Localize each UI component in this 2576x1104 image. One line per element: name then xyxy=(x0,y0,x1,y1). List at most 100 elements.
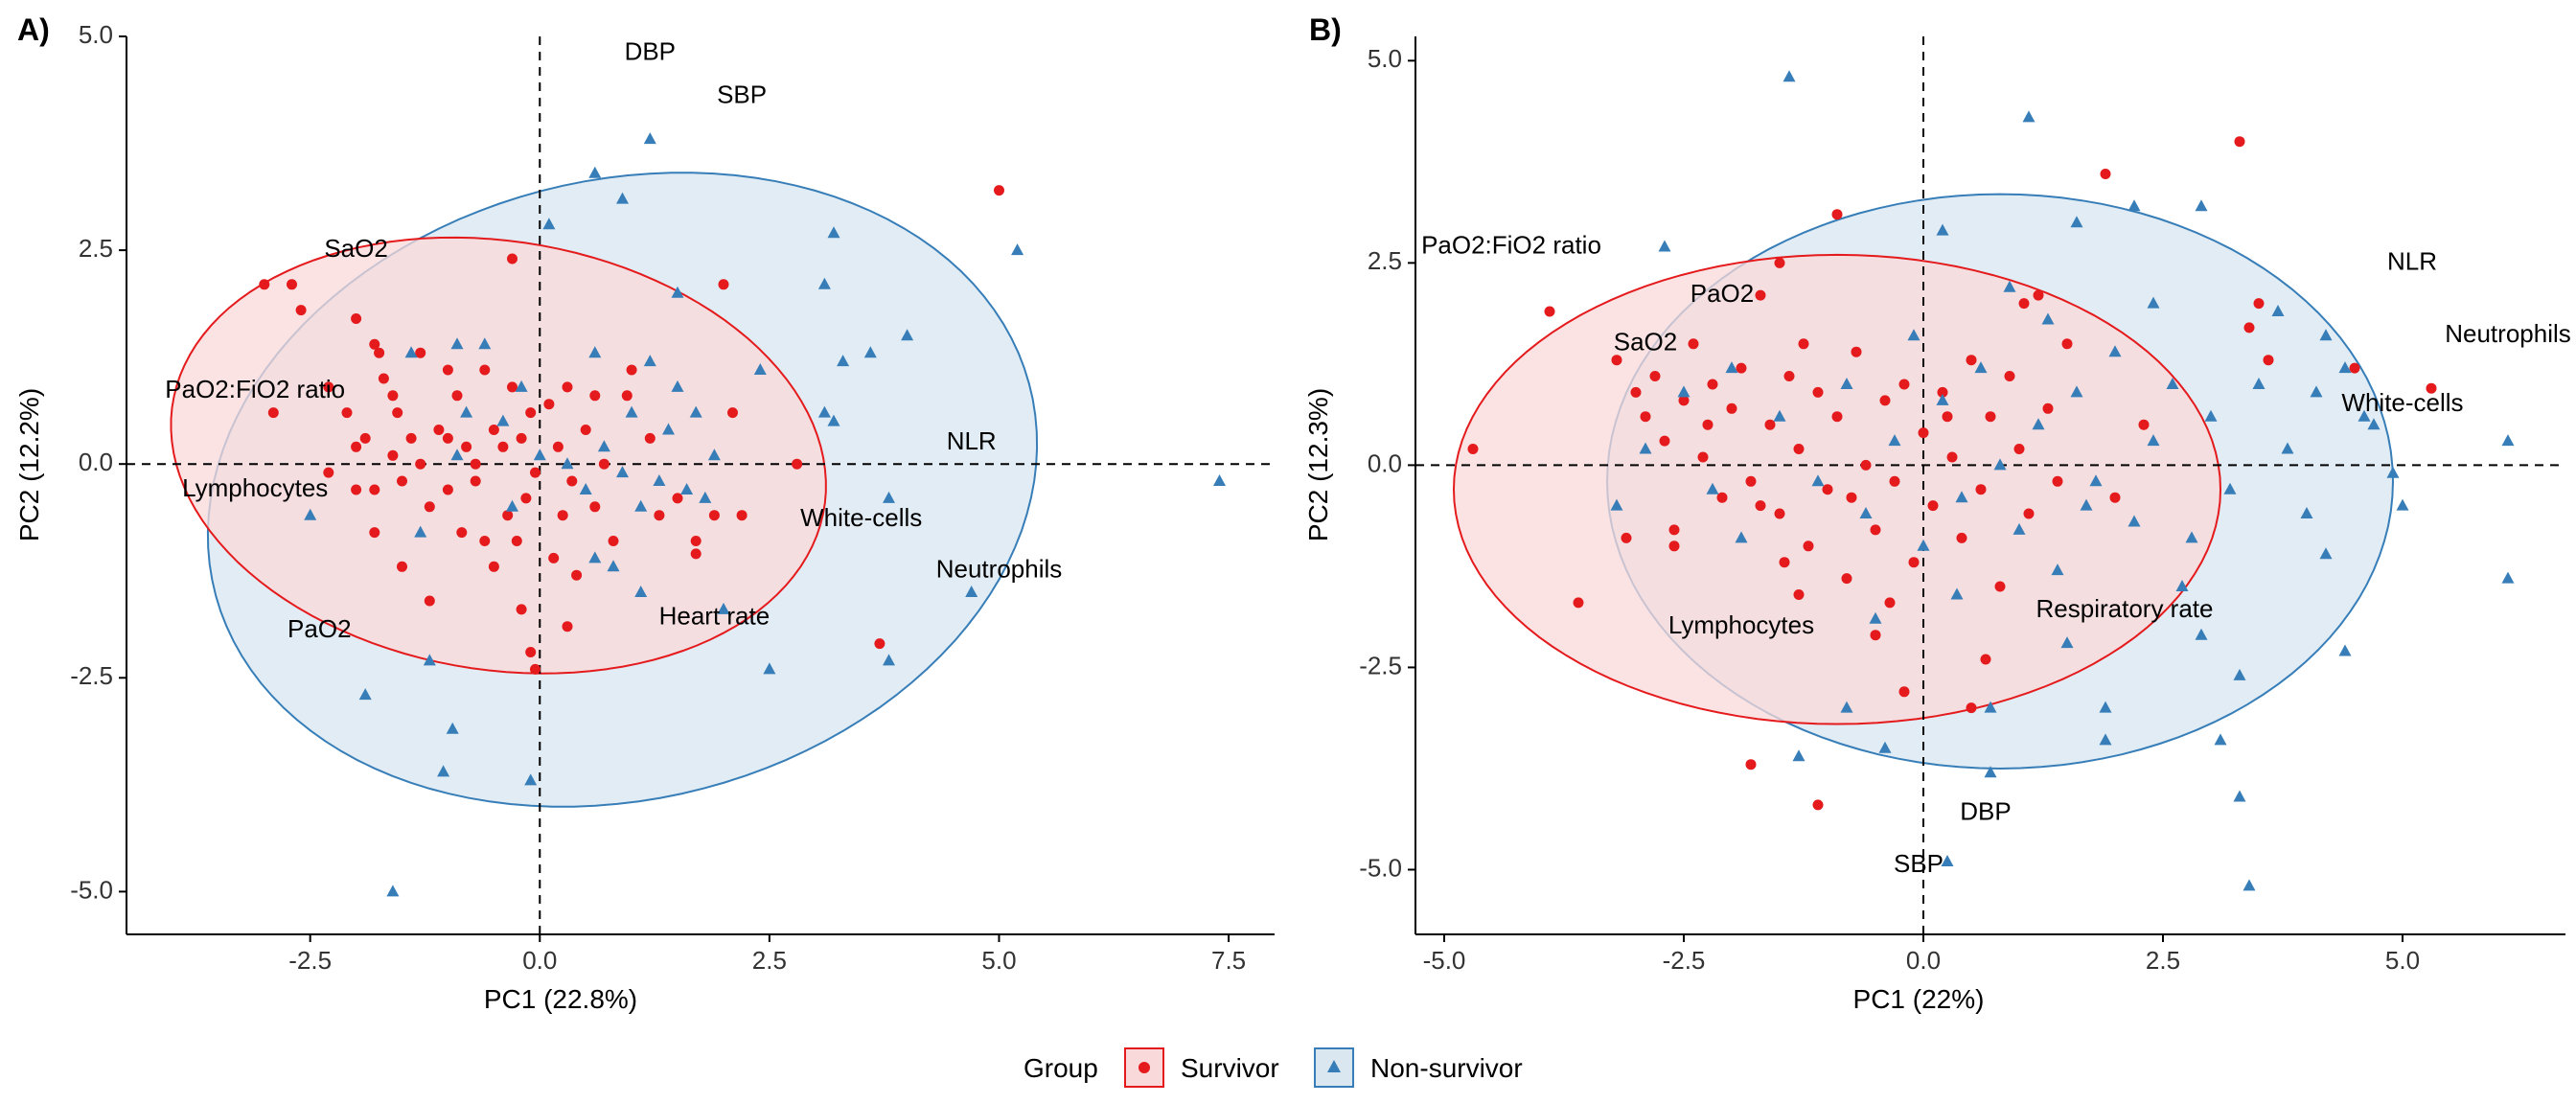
survivor-point xyxy=(1831,209,1843,220)
survivor-point xyxy=(451,390,463,402)
axes: -5.0 -2.5 0.0 2.5 5.0 -5.0 -2.5 0.0 2.5 5.0 xyxy=(1359,36,2565,975)
non-survivor-point xyxy=(414,525,427,538)
non-survivor-point xyxy=(437,765,450,777)
non-survivor-point xyxy=(2501,434,2515,447)
non-survivor-point xyxy=(542,218,556,230)
survivor-point xyxy=(2234,136,2245,148)
survivor-point xyxy=(267,407,279,419)
non-survivor-point xyxy=(883,491,895,503)
x-tick-label: 5.0 xyxy=(981,946,1016,975)
non-survivor-point xyxy=(2128,515,2141,527)
survivor-point xyxy=(589,390,601,402)
survivor-point xyxy=(369,484,380,495)
non-survivor-point xyxy=(2041,312,2055,325)
survivor-point xyxy=(470,458,481,470)
survivor-point xyxy=(552,441,564,452)
survivor-point xyxy=(736,510,748,521)
non-survivor-point xyxy=(2099,733,2112,746)
non-survivor-point xyxy=(837,355,850,367)
variable-label: NLR xyxy=(2387,246,2437,275)
non-survivor-point xyxy=(2338,361,2352,374)
non-survivor-point xyxy=(689,405,702,418)
survivor-point xyxy=(1697,451,1709,463)
non-survivor-point xyxy=(653,474,666,486)
survivor-point xyxy=(497,441,509,452)
y-tick-label: -5.0 xyxy=(70,875,113,904)
non-survivor-point xyxy=(634,499,648,512)
non-survivor-point xyxy=(524,773,538,786)
non-survivor-point xyxy=(1869,611,1882,624)
survivor-point xyxy=(415,458,426,470)
legend-item-survivor: Survivor xyxy=(1124,1047,1279,1088)
survivor-point xyxy=(1736,362,1747,374)
x-tick-label: -2.5 xyxy=(288,946,332,975)
non-survivor-point xyxy=(643,132,656,145)
survivor-point xyxy=(516,604,527,615)
survivor-point xyxy=(374,347,385,358)
survivor-point xyxy=(644,432,656,444)
non-survivor-point xyxy=(1984,766,1997,778)
survivor-point xyxy=(1755,500,1766,512)
survivor-point xyxy=(1755,289,1766,301)
non-survivor-point xyxy=(1811,474,1825,487)
survivor-point xyxy=(456,527,468,539)
survivor-point xyxy=(1707,379,1718,390)
x-axis-label: PC1 (22.8%) xyxy=(484,984,637,1014)
non-survivor-point xyxy=(1984,701,1997,713)
survivor-point xyxy=(1870,524,1881,536)
non-survivor-point xyxy=(680,483,694,494)
non-survivor-point xyxy=(625,405,638,418)
non-survivor-point xyxy=(671,286,684,298)
non-survivor-point xyxy=(478,337,492,350)
non-survivor-point xyxy=(2166,378,2179,389)
non-survivor-point xyxy=(1735,531,1748,543)
y-tick-label: -2.5 xyxy=(1359,651,1402,679)
non-survivor-point xyxy=(2310,385,2323,398)
survivor-point xyxy=(1726,402,1737,414)
survivor-point xyxy=(626,364,637,376)
survivor-point xyxy=(1812,386,1824,398)
non-survivor-point xyxy=(1993,458,2007,471)
survivor-point xyxy=(1774,508,1785,519)
non-survivor-point xyxy=(2233,668,2246,680)
non-survivor-point xyxy=(2060,636,2074,649)
survivor-point xyxy=(1946,451,1958,463)
non-survivor-point xyxy=(2128,199,2141,212)
axes: -2.5 0.0 2.5 5.0 7.5 -5.0 -2.5 0.0 2.5 5.0 xyxy=(70,20,1275,975)
y-tick-label: -5.0 xyxy=(1359,853,1402,882)
variable-label: Lymphocytes xyxy=(182,473,328,502)
non-survivor-point xyxy=(1773,409,1786,422)
survivor-point xyxy=(1966,702,1977,714)
legend: Group Survivor Non-survivor xyxy=(1024,1047,1523,1088)
variable-label: NLR xyxy=(947,426,997,455)
survivor-point xyxy=(516,432,527,444)
non-survivor-point xyxy=(450,337,464,350)
non-survivor-point xyxy=(1941,855,1954,866)
non-survivor-point xyxy=(2252,378,2266,389)
survivor-point xyxy=(1975,484,1987,495)
survivor-point xyxy=(433,425,445,435)
non-survivor-point xyxy=(616,192,629,204)
variable-label: Respiratory rate xyxy=(2036,594,2214,623)
non-survivor-point xyxy=(2358,409,2371,422)
survivor-point xyxy=(479,364,491,376)
x-axis-label: PC1 (22%) xyxy=(1853,984,1985,1014)
survivor-point xyxy=(1467,444,1479,454)
survivor-point xyxy=(397,475,407,487)
survivor-point xyxy=(470,475,481,487)
non-survivor-point xyxy=(2233,790,2246,802)
survivor-point xyxy=(1793,589,1805,600)
non-survivor-point xyxy=(2147,434,2160,447)
non-survivor-point xyxy=(2338,644,2352,656)
survivor-point xyxy=(1942,411,1953,423)
survivor-point xyxy=(2263,355,2274,366)
survivor-point xyxy=(295,305,307,316)
non-survivor-point xyxy=(1658,240,1671,252)
variable-label: PaO2:FiO2 ratio xyxy=(1421,230,1601,259)
survivor-point xyxy=(1870,630,1881,641)
non-survivor-point xyxy=(446,722,459,734)
non-survivor-point xyxy=(2070,216,2083,228)
survivor-point xyxy=(1980,654,1991,665)
x-tick-label: -2.5 xyxy=(1663,946,1706,975)
panel-label: B) xyxy=(1309,12,1342,47)
